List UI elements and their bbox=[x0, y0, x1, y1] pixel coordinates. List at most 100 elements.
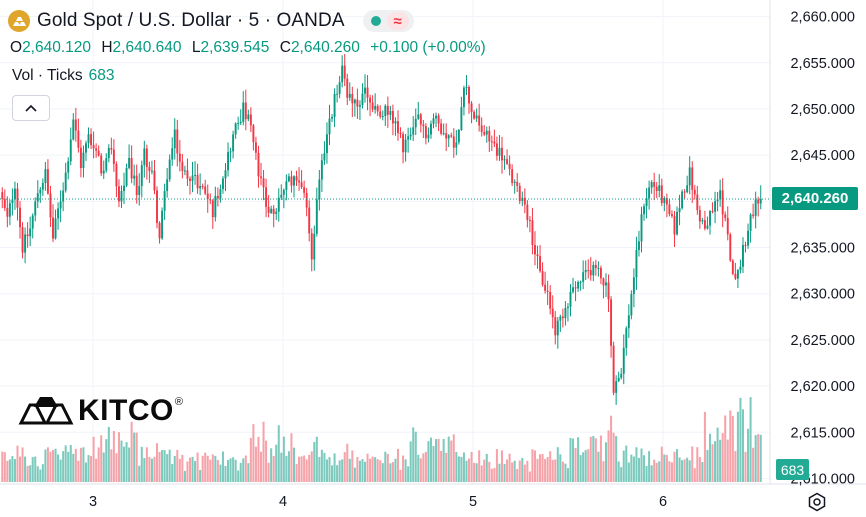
candle-body bbox=[711, 211, 714, 213]
volume-bar bbox=[224, 465, 227, 482]
volume-bar bbox=[582, 452, 585, 482]
candle-body bbox=[219, 189, 222, 199]
volume-bar bbox=[62, 451, 65, 482]
candle-body bbox=[323, 153, 326, 161]
volume-bar bbox=[310, 451, 313, 482]
volume-bar bbox=[341, 459, 344, 482]
candle-body bbox=[262, 178, 265, 188]
volume-bar bbox=[285, 455, 288, 482]
volume-bar bbox=[353, 467, 356, 482]
candle-body bbox=[478, 115, 481, 126]
volume-bar bbox=[128, 447, 131, 482]
volume-bar bbox=[493, 467, 496, 482]
candle-body bbox=[242, 102, 245, 122]
candle-body bbox=[57, 208, 60, 219]
settings-button[interactable] bbox=[805, 490, 829, 514]
candle-body bbox=[54, 218, 57, 239]
candle-body bbox=[658, 185, 661, 191]
volume-bar bbox=[67, 451, 70, 482]
candle-body bbox=[414, 118, 417, 128]
volume-bar bbox=[668, 461, 671, 482]
volume-bar bbox=[589, 436, 592, 482]
time-tick-label: 4 bbox=[279, 494, 287, 510]
candle-body bbox=[280, 194, 283, 198]
volume-bar bbox=[688, 460, 691, 482]
volume-bar bbox=[561, 461, 564, 482]
volume-bar bbox=[51, 450, 55, 482]
open-label: O bbox=[10, 39, 23, 56]
volume-bar bbox=[361, 459, 364, 482]
volume-bar bbox=[133, 432, 136, 482]
status-pill[interactable]: ≈ bbox=[362, 10, 414, 32]
volume-bar bbox=[308, 454, 311, 482]
volume-bar bbox=[290, 433, 293, 482]
candle-body bbox=[402, 134, 405, 153]
volume-bar bbox=[719, 439, 722, 482]
candle-body bbox=[404, 139, 407, 153]
candle-body bbox=[173, 129, 176, 149]
candle-body bbox=[607, 282, 610, 300]
volume-bar bbox=[115, 453, 118, 482]
candle-body bbox=[516, 181, 519, 186]
volume-bar bbox=[234, 459, 237, 482]
collapse-legend-button[interactable] bbox=[12, 95, 50, 121]
volume-bar bbox=[465, 460, 468, 482]
change-value: +0.100 (+0.00%) bbox=[370, 39, 486, 56]
volume-bar bbox=[396, 448, 400, 482]
volume-bar bbox=[531, 449, 534, 482]
volume-bar bbox=[211, 454, 214, 482]
volume-legend[interactable]: Vol · Ticks 683 bbox=[12, 67, 115, 85]
volume-bar bbox=[130, 421, 133, 482]
candle-body bbox=[168, 159, 171, 180]
candle-body bbox=[475, 115, 478, 119]
volume-bar bbox=[414, 431, 417, 482]
volume-bar bbox=[686, 457, 689, 482]
volume-bar bbox=[412, 427, 415, 482]
candle-body bbox=[41, 182, 44, 190]
candle-body bbox=[602, 278, 605, 286]
candle-body bbox=[630, 294, 633, 316]
candle-body bbox=[110, 148, 113, 150]
volume-bar bbox=[615, 436, 618, 482]
volume-bar bbox=[437, 438, 440, 482]
symbol-title[interactable]: Gold Spot / U.S. Dollar · 5 · OANDA bbox=[37, 10, 345, 31]
candle-body bbox=[513, 181, 516, 183]
candle-body bbox=[24, 234, 27, 253]
volume-bar bbox=[427, 441, 430, 482]
volume-bar bbox=[178, 459, 181, 482]
volume-bar bbox=[584, 450, 587, 482]
gold-bars-icon[interactable] bbox=[8, 10, 30, 32]
candle-body bbox=[59, 201, 62, 209]
volume-bar bbox=[366, 453, 369, 482]
candle-body bbox=[645, 198, 648, 207]
candle-body bbox=[648, 187, 651, 199]
volume-bar bbox=[736, 411, 739, 482]
candle-body bbox=[272, 208, 275, 214]
volume-bar bbox=[351, 450, 354, 482]
volume-bar bbox=[346, 443, 349, 482]
candle-body bbox=[676, 212, 678, 235]
candle-body bbox=[407, 136, 410, 140]
candle-body bbox=[498, 147, 501, 156]
approx-wave-icon[interactable]: ≈ bbox=[386, 12, 409, 30]
candle-body bbox=[130, 157, 133, 179]
volume-bar bbox=[325, 459, 328, 482]
price-tick-label: 2,655.000 bbox=[790, 56, 855, 72]
candle-body bbox=[348, 93, 351, 98]
candle-body bbox=[452, 136, 455, 148]
candle-body bbox=[531, 220, 534, 246]
volume-bar bbox=[57, 454, 60, 482]
candle-body bbox=[211, 200, 214, 218]
volume-bar bbox=[77, 460, 80, 482]
volume-bar bbox=[706, 449, 709, 482]
candle-body bbox=[178, 153, 181, 162]
volume-bar bbox=[643, 455, 646, 482]
candle-body bbox=[683, 191, 686, 193]
candle-body bbox=[105, 158, 108, 171]
volume-bar bbox=[333, 453, 336, 482]
candle-body bbox=[523, 197, 526, 205]
volume-bar bbox=[272, 455, 275, 482]
volume-bar bbox=[670, 462, 673, 482]
time-tick-label: 5 bbox=[469, 494, 477, 510]
